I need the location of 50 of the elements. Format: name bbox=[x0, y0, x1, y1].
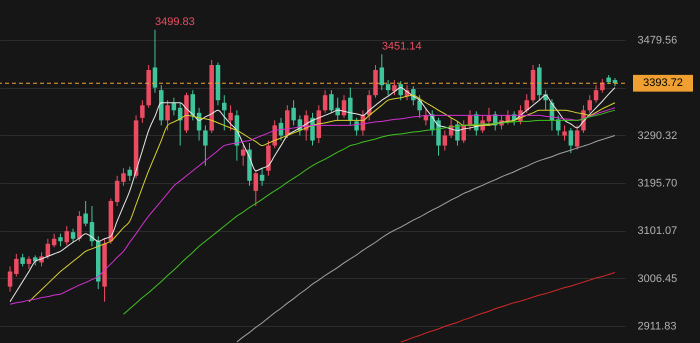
y-tick-label: 3101.07 bbox=[638, 225, 678, 238]
candlestick bbox=[322, 90, 328, 114]
candlestick bbox=[278, 117, 284, 142]
candlestick bbox=[254, 170, 258, 206]
y-tick-label: 3195.70 bbox=[638, 177, 678, 190]
candlestick bbox=[398, 80, 403, 101]
candlestick bbox=[140, 100, 145, 124]
candlestick bbox=[152, 29, 158, 94]
candlestick bbox=[172, 97, 176, 116]
y-tick-label: 3006.45 bbox=[638, 272, 678, 285]
candlestick bbox=[562, 124, 567, 142]
candlestick bbox=[77, 210, 82, 242]
candlestick bbox=[26, 256, 32, 270]
candlestick bbox=[342, 94, 346, 118]
candlestick bbox=[568, 127, 574, 154]
line-series bbox=[400, 272, 616, 342]
candlestick bbox=[222, 94, 227, 131]
candlestick bbox=[260, 168, 264, 186]
candlestick bbox=[588, 94, 592, 114]
y-tick-label: 2911.83 bbox=[638, 320, 676, 332]
candlestick bbox=[386, 80, 390, 96]
candlestick bbox=[20, 253, 25, 267]
candlestick bbox=[392, 80, 397, 96]
candlestick bbox=[52, 233, 56, 248]
candlestick bbox=[190, 90, 196, 121]
candlestick bbox=[70, 228, 76, 243]
candlestick bbox=[380, 54, 384, 91]
candlestick bbox=[556, 114, 560, 136]
candlestick bbox=[58, 233, 63, 247]
candlestick bbox=[329, 90, 334, 114]
y-tick-label: 3479.56 bbox=[638, 34, 678, 47]
candlestick bbox=[524, 94, 529, 114]
candlestick bbox=[442, 130, 448, 152]
candlestick bbox=[203, 124, 208, 166]
candlestick bbox=[165, 100, 170, 131]
candlestick bbox=[228, 104, 233, 131]
line-series bbox=[236, 134, 616, 342]
candlestick bbox=[128, 166, 132, 182]
annotation: 3451.14 bbox=[382, 40, 422, 52]
candlestick bbox=[366, 90, 372, 121]
ref-line-label: 3393.72 bbox=[643, 77, 683, 90]
candlestick bbox=[46, 238, 50, 260]
candlestick bbox=[417, 94, 422, 118]
candlestick bbox=[594, 84, 598, 104]
candlestick bbox=[348, 87, 353, 126]
y-tick-label: 3290.32 bbox=[638, 130, 678, 142]
candlestick bbox=[240, 145, 246, 166]
candlestick bbox=[574, 124, 580, 150]
candlestick bbox=[64, 226, 69, 246]
annotation: 3499.83 bbox=[154, 16, 195, 28]
